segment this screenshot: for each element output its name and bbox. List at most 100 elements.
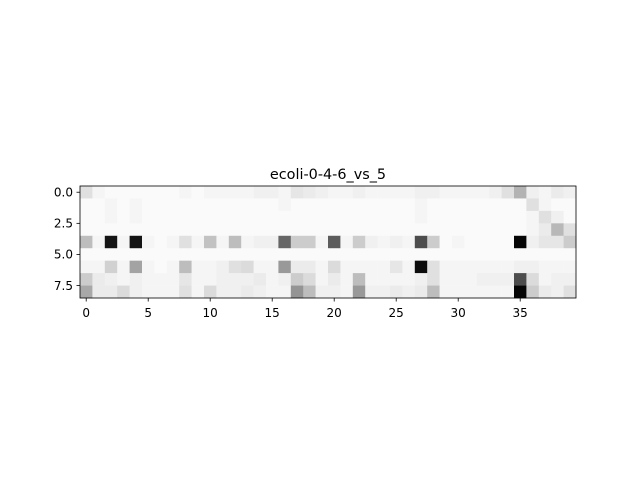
heatmap-cell — [526, 285, 540, 299]
heatmap-cell — [340, 285, 354, 299]
heatmap-cell — [390, 210, 403, 224]
heatmap-cell — [538, 186, 552, 199]
heatmap-cell — [402, 186, 416, 199]
heatmap-cell — [216, 186, 230, 199]
heatmap-cell — [365, 198, 378, 212]
heatmap-cell — [315, 260, 329, 274]
x-tick-label: 15 — [265, 306, 280, 320]
heatmap-cell — [538, 223, 552, 237]
heatmap-cell — [80, 223, 93, 237]
heatmap-cell — [402, 198, 416, 212]
heatmap-cell — [253, 260, 267, 274]
heatmap-cell — [452, 210, 465, 224]
heatmap-cell — [92, 260, 106, 274]
heatmap-cell — [241, 248, 254, 261]
heatmap-cell — [253, 248, 267, 261]
heatmap-cell — [514, 210, 527, 224]
heatmap-cell — [526, 210, 540, 224]
heatmap-cell — [365, 223, 378, 237]
heatmap-cell — [402, 235, 416, 249]
heatmap-cell — [142, 198, 155, 212]
heatmap-cell — [216, 198, 230, 212]
heatmap-cell — [427, 285, 440, 299]
heatmap-cell — [390, 223, 403, 237]
heatmap-cell — [390, 186, 403, 199]
plot-frame — [79, 185, 577, 299]
y-tick-label: 0.0 — [54, 185, 73, 199]
heatmap-cell — [377, 260, 391, 274]
heatmap-cell — [464, 210, 478, 224]
heatmap-cell — [315, 186, 329, 199]
heatmap-cell — [104, 235, 118, 249]
heatmap-cell — [464, 285, 478, 299]
heatmap-cell — [328, 285, 341, 299]
heatmap-cell — [266, 248, 279, 261]
heatmap-cell — [340, 260, 354, 274]
heatmap-cell — [452, 260, 465, 274]
heatmap-cell — [501, 210, 515, 224]
heatmap-cell — [204, 273, 217, 286]
heatmap-cell — [315, 235, 329, 249]
heatmap-cell — [414, 248, 428, 261]
heatmap-cell — [92, 248, 106, 261]
heatmap-cell — [402, 223, 416, 237]
heatmap-cell — [476, 235, 490, 249]
heatmap-cell — [166, 210, 180, 224]
heatmap-cell — [179, 186, 192, 199]
heatmap-cell — [427, 223, 440, 237]
heatmap-cell — [377, 273, 391, 286]
heatmap-cell — [377, 210, 391, 224]
heatmap-cell — [476, 248, 490, 261]
heatmap-cell — [290, 273, 304, 286]
heatmap-cell — [352, 235, 366, 249]
heatmap-cell — [129, 285, 143, 299]
heatmap-cell — [142, 186, 155, 199]
heatmap-cell — [303, 285, 316, 299]
heatmap-cell — [241, 186, 254, 199]
heatmap-cell — [365, 260, 378, 274]
heatmap-cell — [303, 273, 316, 286]
heatmap-cell — [452, 235, 465, 249]
heatmap-cell — [427, 260, 440, 274]
heatmap-cell — [129, 235, 143, 249]
heatmap-cell — [303, 248, 316, 261]
heatmap-cell — [290, 223, 304, 237]
heatmap-cell — [228, 248, 242, 261]
heatmap-cell — [501, 260, 515, 274]
heatmap-cell — [278, 186, 292, 199]
heatmap-cell — [551, 210, 564, 224]
heatmap-cell — [464, 223, 478, 237]
heatmap-cell — [526, 186, 540, 199]
heatmap-cell — [204, 186, 217, 199]
heatmap-cell — [563, 248, 577, 261]
heatmap-cell — [501, 186, 515, 199]
heatmap-cell — [241, 285, 254, 299]
heatmap-cell — [551, 186, 564, 199]
heatmap-cell — [204, 248, 217, 261]
heatmap-cell — [563, 186, 577, 199]
heatmap-cell — [476, 210, 490, 224]
heatmap-cell — [439, 235, 453, 249]
heatmap-cell — [253, 273, 267, 286]
heatmap-cell — [439, 248, 453, 261]
heatmap-cell — [290, 260, 304, 274]
heatmap-cell — [328, 248, 341, 261]
heatmap-cell — [278, 273, 292, 286]
heatmap-cell — [278, 285, 292, 299]
heatmap-cell — [241, 273, 254, 286]
heatmap-cell — [439, 273, 453, 286]
heatmap-cell — [253, 223, 267, 237]
heatmap-cell — [191, 273, 205, 286]
heatmap-cell — [390, 248, 403, 261]
heatmap-cell — [303, 198, 316, 212]
heatmap-cell — [489, 186, 502, 199]
heatmap-cell — [278, 260, 292, 274]
heatmap-cell — [104, 223, 118, 237]
heatmap-cell — [464, 260, 478, 274]
heatmap-cell — [80, 198, 93, 212]
heatmap-cell — [365, 186, 378, 199]
heatmap-cell — [489, 248, 502, 261]
heatmap-cell — [390, 285, 403, 299]
